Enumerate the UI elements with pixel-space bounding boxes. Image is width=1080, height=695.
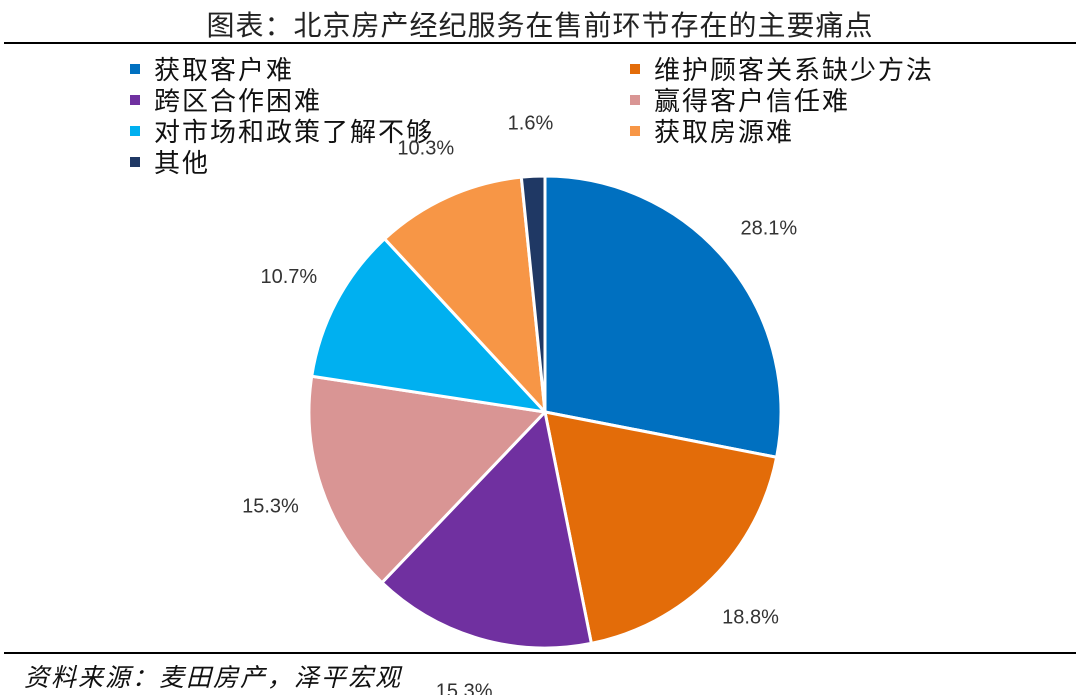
legend-swatch-2 [130, 94, 140, 105]
data-label-0: 28.1% [741, 218, 798, 240]
legend-swatch-3 [630, 94, 640, 105]
legend-item-6: 其他 [130, 143, 210, 180]
legend-swatch-0 [130, 63, 140, 74]
legend-label-5: 获取房源难 [654, 118, 795, 148]
data-label-6: 1.6% [508, 112, 554, 134]
data-label-4: 10.7% [260, 266, 317, 288]
pie-slice-5 [382, 175, 547, 417]
legend-label-1: 维护顾客关系缺少方法 [654, 56, 935, 86]
data-label-5: 10.3% [397, 138, 454, 160]
chart-title: 图表：北京房产经纪服务在售前环节存在的主要痛点 [206, 9, 874, 42]
legend-label-0: 获取客户难 [154, 56, 295, 86]
legend-label-3: 赢得客户信任难 [654, 87, 851, 117]
pie-slice-2 [379, 408, 594, 650]
pie-slice-1 [543, 410, 779, 646]
pie-slice-0 [543, 174, 783, 460]
top-rule [4, 42, 1076, 44]
pie-slice-4 [310, 236, 550, 415]
bottom-rule [4, 652, 1076, 654]
legend-item-0: 获取客户难 [130, 50, 294, 87]
legend-label-4: 对市场和政策了解不够 [154, 118, 435, 148]
legend-label-6: 其他 [154, 149, 211, 179]
legend-swatch-6 [130, 156, 140, 167]
legend-item-5: 获取房源难 [630, 112, 794, 149]
legend-swatch-4 [130, 125, 140, 136]
legend-swatch-1 [630, 63, 640, 74]
data-label-2: 15.3% [436, 681, 493, 695]
legend: 获取客户难 维护顾客关系缺少方法 跨区合作困难 赢得客户信任难 对市场和政策了解… [0, 50, 1080, 180]
legend-item-4: 对市场和政策了解不够 [130, 112, 434, 149]
data-label-3: 15.3% [242, 495, 299, 517]
pie-slice-6 [519, 174, 547, 413]
pie-slice-3 [307, 374, 549, 585]
legend-item-1: 维护顾客关系缺少方法 [630, 50, 934, 87]
source-note: 资料来源：麦田房产，泽平宏观 [24, 663, 403, 692]
legend-label-2: 跨区合作困难 [154, 87, 323, 117]
legend-swatch-5 [630, 125, 640, 136]
data-label-1: 18.8% [722, 607, 779, 629]
legend-item-2: 跨区合作困难 [130, 81, 322, 118]
legend-item-3: 赢得客户信任难 [630, 81, 850, 118]
